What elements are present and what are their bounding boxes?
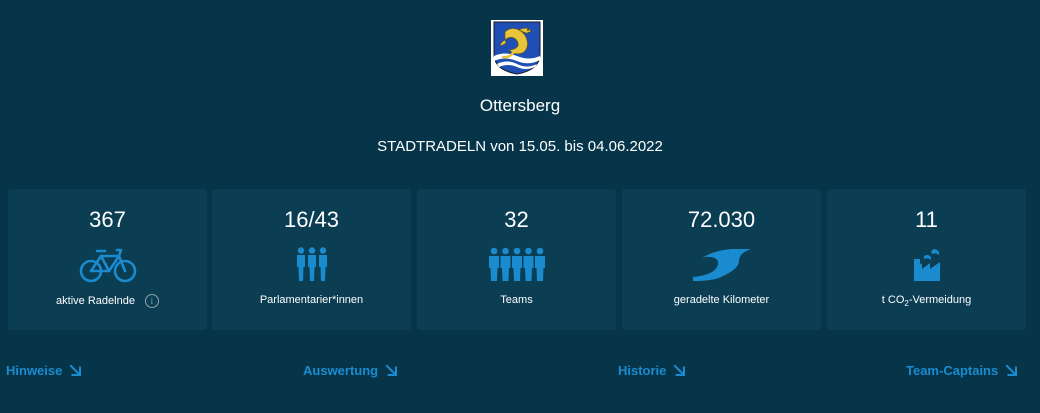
stat-label: geradelte Kilometer xyxy=(673,294,770,306)
stat-label-text: aktive Radelnde xyxy=(56,294,135,307)
arrow-down-right-icon xyxy=(385,364,398,376)
stat-value: 11 xyxy=(915,207,938,232)
link-hinweise[interactable]: Hinweise xyxy=(6,363,82,378)
arrow-down-right-icon xyxy=(1005,364,1018,376)
stat-value: 72.030 xyxy=(687,207,756,232)
link-historie[interactable]: Historie xyxy=(618,363,686,378)
arrow-down-right-icon xyxy=(673,364,686,376)
stat-label: Teams xyxy=(500,294,533,306)
stat-label: aktive Radelnde i xyxy=(8,294,207,308)
link-label: Auswertung xyxy=(303,363,379,378)
link-label: Team-Captains xyxy=(906,363,999,378)
factory-icon xyxy=(913,249,940,281)
link-team-captains[interactable]: Team-Captains xyxy=(906,363,1018,378)
road-icon xyxy=(692,249,751,281)
city-title: Ottersberg xyxy=(479,96,561,115)
stat-value: 367 xyxy=(89,207,126,232)
coat-of-arms-logo xyxy=(491,20,543,76)
info-icon[interactable]: i xyxy=(144,294,159,308)
stat-card-teams: 32 Teams xyxy=(417,189,616,330)
stat-card-kilometers: 72.030 geradelte Kilometer xyxy=(622,189,821,330)
stat-card-co2-avoidance: 11 t CO2-Vermeidung xyxy=(827,189,1026,330)
team-icon xyxy=(488,247,545,281)
arrow-down-right-icon xyxy=(69,364,82,376)
stat-card-active-cyclists: 367 aktive Radelnde i xyxy=(8,189,207,330)
stat-label-subscript: 2 xyxy=(904,299,909,309)
campaign-period: STADTRADELN von 15.05. bis 04.06.2022 xyxy=(377,138,663,155)
stat-label: Parlamentarier*innen xyxy=(259,294,364,306)
stat-label-prefix: t CO xyxy=(881,294,905,306)
link-auswertung[interactable]: Auswertung xyxy=(303,363,398,378)
stat-value: 16/43 xyxy=(283,207,340,232)
parliamentarians-icon xyxy=(296,247,327,281)
link-label: Historie xyxy=(618,363,667,378)
stat-label-suffix: -Vermeidung xyxy=(908,294,972,306)
stat-value: 32 xyxy=(504,207,529,232)
stat-label: t CO2-Vermeidung xyxy=(827,294,1026,308)
bicycle-icon xyxy=(79,248,136,283)
link-label: Hinweise xyxy=(6,363,63,378)
stat-card-parliamentarians: 16/43 Parlamentarier*innen xyxy=(212,189,411,330)
